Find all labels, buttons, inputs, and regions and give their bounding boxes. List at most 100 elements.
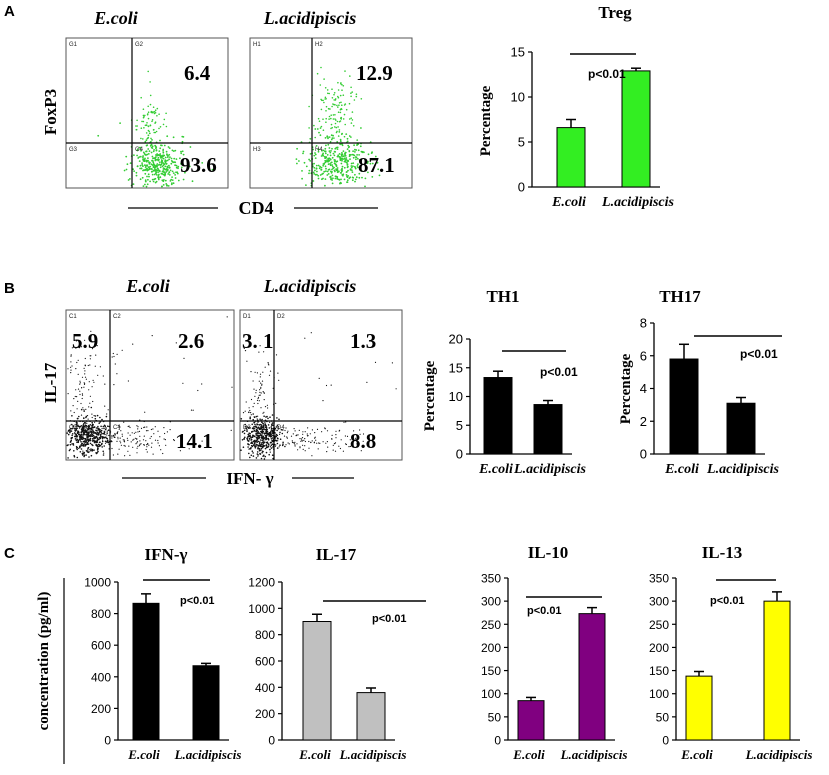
flow-dot xyxy=(322,441,324,443)
flow-dot xyxy=(144,114,146,117)
flow-dot xyxy=(337,111,340,113)
flow-dot xyxy=(296,147,298,150)
flow-dot xyxy=(256,451,259,453)
flow-dot xyxy=(132,183,135,186)
flow-dot xyxy=(88,389,90,391)
flow-dot xyxy=(313,166,316,169)
flow-dot xyxy=(263,399,265,401)
flow-dot xyxy=(366,162,369,165)
y-tick-label: 5 xyxy=(518,135,525,150)
flow-dot xyxy=(71,434,73,437)
flow-a-plot2-q4: H4 xyxy=(315,147,323,153)
flow-dot xyxy=(263,458,266,460)
flow-dot xyxy=(255,392,257,394)
flow-dot xyxy=(332,114,335,116)
flow-dot xyxy=(354,439,356,441)
flow-dot xyxy=(130,441,132,443)
flow-dot xyxy=(350,153,352,156)
flow-dot xyxy=(272,424,274,427)
flow-dot xyxy=(331,438,333,440)
y-tick-label: 0 xyxy=(456,447,463,462)
flow-dot xyxy=(148,150,151,153)
flow-dot xyxy=(151,442,153,444)
flow-dot xyxy=(316,128,319,130)
flow-dot xyxy=(159,147,162,150)
flow-dot xyxy=(180,163,182,165)
flow-dot xyxy=(352,162,355,165)
flow-dot xyxy=(344,123,347,126)
flow-dot xyxy=(354,148,356,151)
flow-dot xyxy=(80,440,82,443)
flow-dot xyxy=(342,174,344,177)
flow-dot xyxy=(336,130,338,133)
flow-dot xyxy=(142,120,145,123)
flow-dot xyxy=(350,117,353,119)
flow-dot xyxy=(162,151,165,154)
flow-dot xyxy=(291,440,293,442)
flow-dot xyxy=(142,138,144,140)
flow-dot xyxy=(156,115,158,117)
flow-dot xyxy=(182,153,185,156)
flow-dot xyxy=(255,440,257,443)
flow-dot xyxy=(331,164,333,166)
flow-dot xyxy=(85,433,87,436)
flow-dot xyxy=(292,442,294,444)
flow-dot xyxy=(280,428,283,431)
flow-dot xyxy=(145,185,148,188)
flow-dot xyxy=(256,399,259,401)
flow-dot xyxy=(317,174,320,177)
flow-dot xyxy=(147,178,149,181)
flow-dot xyxy=(330,177,332,180)
flow-b-plot2-ur-value: 1.3 xyxy=(350,329,376,353)
flow-dot xyxy=(91,423,94,426)
flow-dot xyxy=(311,455,313,457)
flow-dot xyxy=(246,429,248,431)
flow-dot xyxy=(91,421,93,424)
flow-dot xyxy=(139,178,142,181)
flow-dot xyxy=(157,178,160,181)
flow-dot xyxy=(308,447,310,449)
flow-dot xyxy=(105,427,107,429)
flow-dot xyxy=(301,170,303,172)
flow-dot xyxy=(81,397,83,400)
flow-dot xyxy=(338,430,340,432)
flow-dot xyxy=(84,370,86,372)
flow-dot xyxy=(131,432,133,434)
flow-dot xyxy=(304,450,306,452)
flow-dot xyxy=(169,156,171,159)
flow-dot xyxy=(322,149,325,152)
flow-dot xyxy=(81,394,84,396)
flow-dot xyxy=(162,148,165,151)
flow-dot xyxy=(271,440,274,443)
flow-dot xyxy=(275,354,278,356)
flow-dot xyxy=(157,171,160,174)
flow-dot xyxy=(254,425,257,428)
flow-dot xyxy=(341,157,344,160)
flow-dot xyxy=(340,83,342,85)
flow-dot xyxy=(350,92,352,94)
flow-dot xyxy=(113,355,115,358)
flow-dot xyxy=(259,391,261,393)
flow-dot xyxy=(81,444,83,446)
flow-dot xyxy=(91,426,94,429)
flow-dot xyxy=(348,446,350,448)
flow-dot xyxy=(338,104,340,106)
bar-th1-1 xyxy=(533,404,563,455)
flow-a-sample2-label: L.acidipiscis xyxy=(263,8,357,28)
flow-dot xyxy=(160,449,162,451)
flow-dot xyxy=(257,427,259,430)
flow-dot xyxy=(142,159,145,162)
flow-dot xyxy=(92,431,94,433)
flow-dot xyxy=(354,437,356,439)
flow-dot xyxy=(147,105,149,108)
flow-dot xyxy=(325,105,328,108)
flow-dot xyxy=(140,96,142,99)
flow-dot xyxy=(140,427,143,429)
flow-dot xyxy=(258,380,260,382)
flow-dot xyxy=(249,416,251,419)
flow-dot xyxy=(104,433,106,436)
flow-dot xyxy=(288,443,290,445)
flow-dot xyxy=(364,177,367,180)
flow-dot xyxy=(103,445,105,447)
flow-dot xyxy=(267,445,270,448)
